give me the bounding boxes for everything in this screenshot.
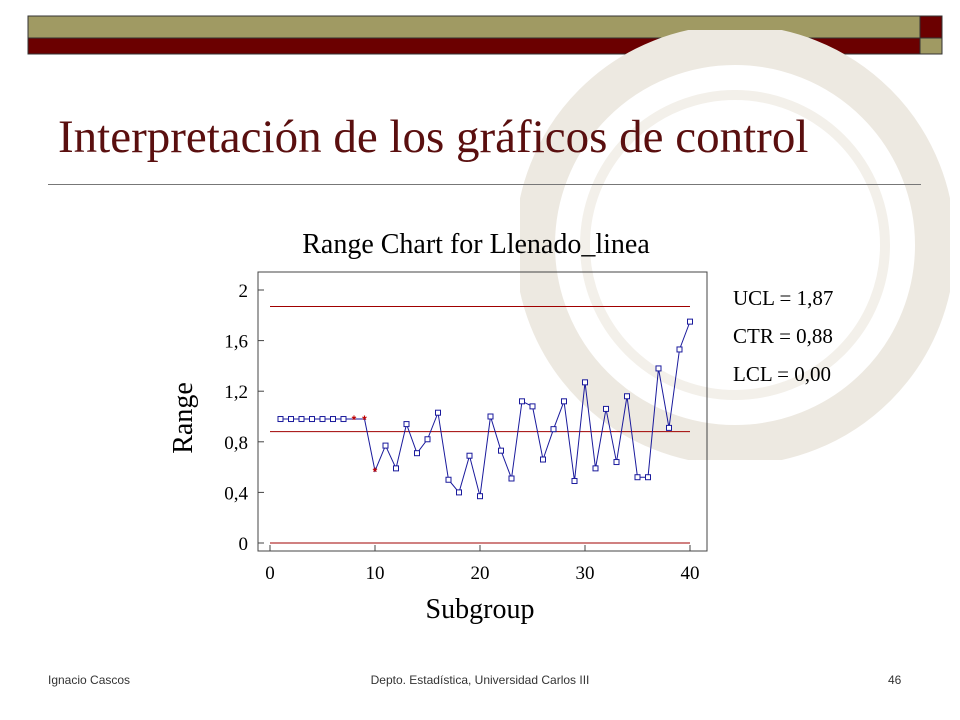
data-point (309, 416, 315, 423)
x-tick-label: 0 (265, 563, 275, 584)
y-tick-label: 2 (239, 281, 249, 302)
data-point (550, 426, 557, 433)
data-point (466, 452, 473, 459)
footer-author: Ignacio Cascos (48, 673, 131, 687)
data-point (655, 365, 662, 372)
footer-department: Depto. Estadística, Universidad Carlos I… (370, 673, 590, 687)
y-tick-label: 1,6 (224, 332, 248, 353)
data-point (687, 318, 693, 325)
data-point (403, 421, 410, 428)
data-point (540, 456, 546, 463)
x-tick-label: 20 (471, 563, 490, 584)
data-point (645, 474, 651, 481)
out-of-control-point: * (373, 465, 378, 479)
data-point (529, 403, 536, 410)
out-of-control-point: * (362, 413, 367, 427)
data-point (634, 474, 641, 481)
title-divider (48, 184, 921, 185)
data-point (508, 475, 515, 482)
data-point (592, 465, 599, 472)
x-tick-label: 10 (366, 563, 385, 584)
data-point (519, 398, 525, 405)
data-point (414, 450, 420, 457)
x-axis-label: Subgroup (426, 594, 535, 625)
data-point (340, 416, 347, 423)
data-point (561, 398, 567, 405)
data-point (393, 465, 399, 472)
data-point (288, 416, 294, 423)
out-of-control-point: * (352, 413, 357, 427)
data-point (666, 424, 672, 431)
data-point (603, 405, 609, 412)
data-point (277, 416, 284, 423)
range-series-line (280, 321, 691, 497)
data-point (319, 416, 326, 423)
y-tick-label: 0,8 (224, 433, 248, 454)
data-point (298, 416, 305, 423)
data-point (330, 416, 336, 423)
data-point (582, 379, 588, 386)
slide-title: Interpretación de los gráficos de contro… (58, 111, 809, 163)
data-point (624, 393, 630, 400)
data-point (477, 493, 483, 500)
data-point (613, 459, 620, 466)
data-point (435, 409, 441, 416)
data-point (445, 476, 452, 483)
x-tick-label: 30 (576, 563, 595, 584)
y-tick-label: 0 (239, 534, 249, 555)
page-number: 46 (888, 673, 902, 687)
control-limit-label: LCL = 0,00 (733, 362, 831, 386)
data-point (571, 478, 578, 485)
data-point (676, 346, 683, 353)
data-point (498, 447, 504, 454)
data-point (382, 442, 389, 449)
plot-frame (257, 271, 708, 552)
data-point (424, 436, 431, 443)
top-bar-olive-square (919, 37, 943, 55)
data-point (456, 489, 462, 496)
control-limit-label: CTR = 0,88 (733, 324, 833, 348)
university-seal-watermark (520, 30, 950, 460)
y-tick-label: 1,2 (224, 382, 248, 403)
control-limit-label: UCL = 1,87 (733, 286, 833, 310)
range-chart: Range Chart for Llenado_linea 0 0,4 0,8 1,2… (168, 229, 833, 625)
x-tick-label: 40 (681, 563, 700, 584)
y-tick-label: 0,4 (224, 483, 248, 504)
chart-title: Range Chart for Llenado_linea (302, 229, 650, 260)
y-axis-label: Range (168, 382, 199, 454)
data-point (487, 413, 494, 420)
